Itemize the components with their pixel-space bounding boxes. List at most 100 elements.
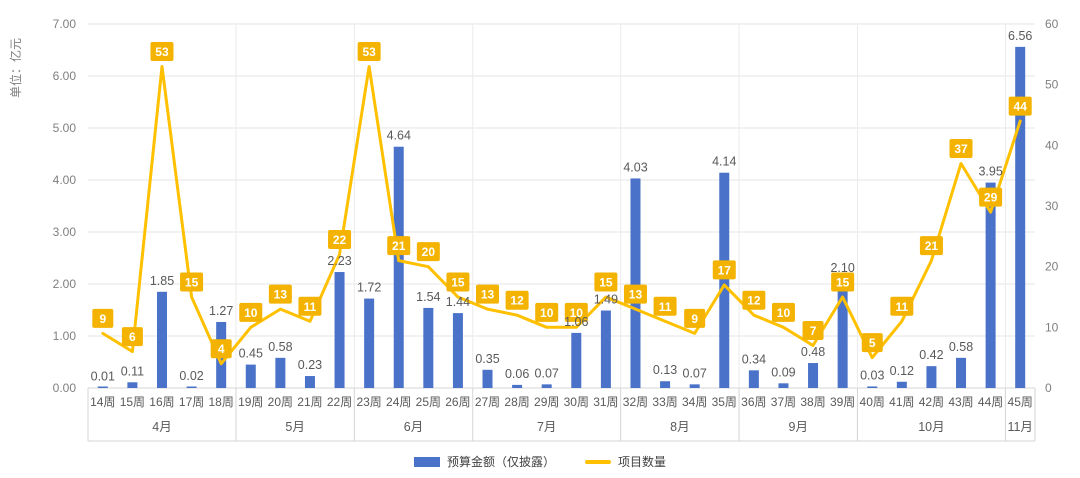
line-point-badge xyxy=(298,296,322,316)
bar-value-label: 0.01 xyxy=(91,369,115,383)
bar-value-label: 0.35 xyxy=(475,352,499,366)
bar xyxy=(127,382,138,388)
legend-item-project-count[interactable]: 项目数量 xyxy=(585,453,666,470)
line-point-badge xyxy=(121,327,143,347)
week-label: 34周 xyxy=(682,395,707,409)
line-point-badge xyxy=(505,290,529,310)
line-point-badge xyxy=(861,333,883,353)
bar-value-label: 4.03 xyxy=(623,160,647,174)
week-label: 42周 xyxy=(919,395,944,409)
bar-value-label: 1.44 xyxy=(446,295,470,309)
line-point-badge xyxy=(92,308,114,328)
line-point-badge xyxy=(476,284,500,304)
week-label: 20周 xyxy=(268,395,293,409)
week-label: 26周 xyxy=(445,395,470,409)
legend-item-budget[interactable]: 预算金额（仅披露） xyxy=(413,453,555,470)
line-point-badge xyxy=(210,339,232,359)
bar-value-label: 0.23 xyxy=(298,358,322,372)
line-point-value: 21 xyxy=(925,239,939,253)
line-point-value: 15 xyxy=(451,276,465,290)
left-axis-tick-label: 6.00 xyxy=(53,69,77,83)
line-point-value: 10 xyxy=(777,306,791,320)
line-point-badge xyxy=(180,272,204,292)
line-point-badge xyxy=(328,230,352,250)
left-axis-title: 单位：亿元 xyxy=(8,38,23,98)
bar-value-label: 1.06 xyxy=(564,315,588,329)
line-point-badge xyxy=(150,41,174,61)
bar xyxy=(482,369,493,388)
bar-series-swatch xyxy=(413,456,440,467)
bar-value-label: 3.95 xyxy=(978,165,1002,179)
line-point-value: 22 xyxy=(333,233,347,247)
legend-label-project-count: 项目数量 xyxy=(618,455,667,469)
left-axis-tick-label: 1.00 xyxy=(53,329,77,343)
bar-value-label: 0.07 xyxy=(535,366,559,380)
line-point-value: 11 xyxy=(659,300,672,314)
bar xyxy=(1015,46,1026,388)
right-axis-tick-label: 40 xyxy=(1045,138,1059,152)
bar xyxy=(600,310,611,388)
left-axis-tick-label: 7.00 xyxy=(53,17,77,31)
line-point-value: 21 xyxy=(392,239,406,253)
bar-value-label: 6.56 xyxy=(1008,29,1032,43)
week-label: 19周 xyxy=(238,395,263,409)
bar xyxy=(808,363,819,388)
line-point-value: 53 xyxy=(362,45,376,59)
legend-label-budget: 预算金额（仅披露） xyxy=(446,455,555,469)
bar xyxy=(837,278,848,388)
line-point-badge xyxy=(949,139,973,159)
month-label: 6月 xyxy=(404,420,423,434)
bar-value-label: 1.72 xyxy=(357,281,381,295)
line-point-value: 10 xyxy=(244,306,258,320)
line-point-value: 13 xyxy=(629,288,643,302)
bar xyxy=(452,313,463,388)
bar-value-label: 0.12 xyxy=(890,364,914,378)
bar xyxy=(334,272,345,388)
line-point-value: 10 xyxy=(540,306,554,320)
bar xyxy=(186,386,197,388)
bar xyxy=(571,332,582,388)
bar-value-label: 0.13 xyxy=(653,363,677,377)
month-label: 9月 xyxy=(789,420,808,434)
line-point-value: 15 xyxy=(185,276,199,290)
line-point-badge xyxy=(268,284,292,304)
week-label: 43周 xyxy=(948,395,973,409)
line-point-value: 29 xyxy=(984,191,998,205)
week-label: 27周 xyxy=(475,395,500,409)
bar-value-label: 0.45 xyxy=(239,347,263,361)
line-point-value: 11 xyxy=(895,300,908,314)
line-point-value: 13 xyxy=(274,288,288,302)
bar-value-label: 1.85 xyxy=(150,274,174,288)
bar xyxy=(630,178,641,388)
legend: 预算金额（仅披露） 项目数量 xyxy=(0,453,1080,470)
line-point-badge xyxy=(919,236,943,256)
line-point-value: 7 xyxy=(810,324,817,338)
line-point-badge xyxy=(416,242,440,262)
right-axis-tick-label: 10 xyxy=(1045,320,1059,334)
bar-value-label: 2.10 xyxy=(830,261,854,275)
bar-value-label: 0.58 xyxy=(949,340,973,354)
bar xyxy=(423,307,434,388)
week-label: 33周 xyxy=(652,395,677,409)
bar-value-label: 0.07 xyxy=(683,366,707,380)
line-point-value: 11 xyxy=(304,300,317,314)
line-point-value: 10 xyxy=(570,306,584,320)
line-series-swatch xyxy=(585,459,611,464)
line-point-badge xyxy=(653,296,677,316)
bar-value-label: 0.58 xyxy=(268,340,292,354)
line-point-value: 9 xyxy=(99,312,106,326)
bar-value-label: 1.49 xyxy=(594,293,618,307)
line-point-value: 20 xyxy=(422,245,436,259)
right-axis-tick-label: 30 xyxy=(1045,199,1059,213)
week-label: 40周 xyxy=(860,395,885,409)
week-label: 36周 xyxy=(741,395,766,409)
bar xyxy=(748,370,759,388)
bar-value-label: 0.02 xyxy=(179,369,203,383)
bar xyxy=(364,298,375,388)
left-axis-tick-label: 5.00 xyxy=(53,121,77,135)
line-point-value: 5 xyxy=(869,336,876,350)
line-point-badge xyxy=(594,272,618,292)
bar-value-label: 4.14 xyxy=(712,155,736,169)
line-point-value: 15 xyxy=(599,276,613,290)
